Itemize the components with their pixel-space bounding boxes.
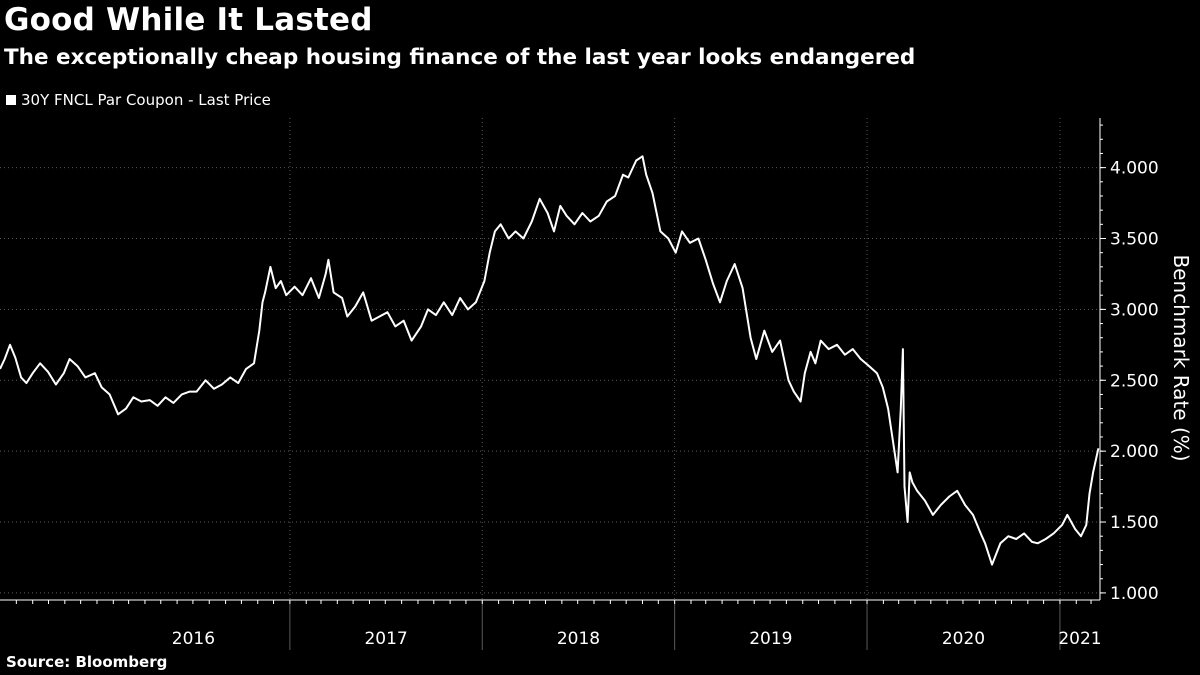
x-tick-label: 2017 xyxy=(364,629,407,649)
y-tick-label: 2.500 xyxy=(1110,371,1159,391)
y-tick-label: 1.000 xyxy=(1110,584,1159,604)
axes: 1.000 1.500 2.000 2.500 3.000 3.500 4.000 2016 2… xyxy=(0,118,1159,650)
legend-swatch xyxy=(6,95,16,105)
y-tick-label: 2.000 xyxy=(1110,442,1159,462)
chart-legend: 30Y FNCL Par Coupon - Last Price xyxy=(6,91,271,109)
chart-subtitle: The exceptionally cheap housing finance … xyxy=(4,45,916,70)
grid xyxy=(0,118,1100,600)
legend-label: 30Y FNCL Par Coupon - Last Price xyxy=(21,91,271,109)
series-line xyxy=(0,155,1100,566)
x-tick-label: 2016 xyxy=(172,629,215,649)
chart-title: Good While It Lasted xyxy=(4,2,373,38)
y-tick-label: 3.500 xyxy=(1110,230,1159,250)
source-note: Source: Bloomberg xyxy=(6,653,168,671)
x-tick-label: 2021 xyxy=(1058,629,1101,649)
x-tick-label: 2018 xyxy=(557,629,600,649)
series-layer xyxy=(0,155,1100,566)
y-axis-label: Benchmark Rate (%) xyxy=(1169,254,1193,461)
x-tick-label: 2019 xyxy=(749,629,792,649)
y-tick-label: 3.000 xyxy=(1110,300,1159,320)
y-tick-label: 1.500 xyxy=(1110,513,1159,533)
x-tick-label: 2020 xyxy=(942,629,985,649)
y-tick-label: 4.000 xyxy=(1110,159,1159,179)
